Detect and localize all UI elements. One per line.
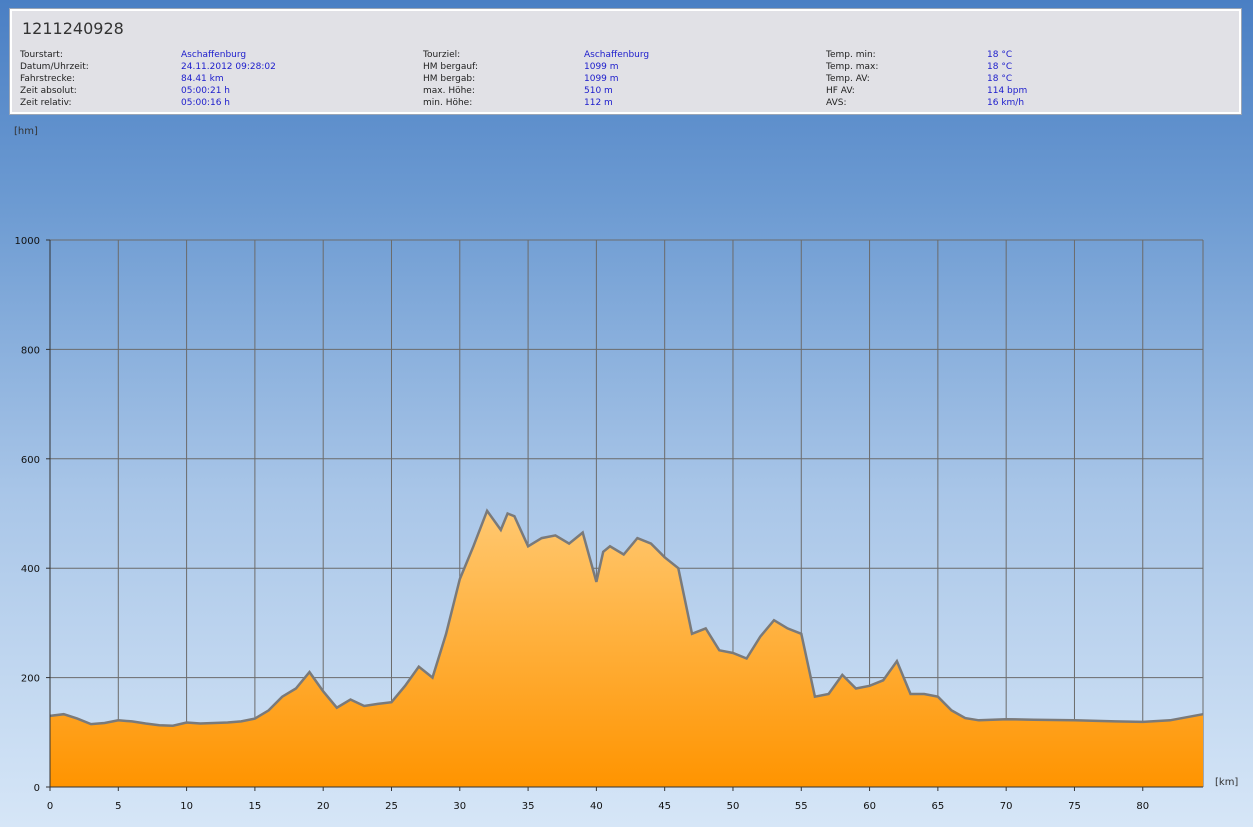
info-values-col1: Aschaffenburg 24.11.2012 09:28:02 84.41 … <box>181 49 276 109</box>
label-temp-max: Temp. max: <box>826 62 879 72</box>
label-max-hoehe: max. Höhe: <box>423 86 475 96</box>
value-fahrstrecke: 84.41 km <box>181 74 224 84</box>
value-datum-uhrzeit: 24.11.2012 09:28:02 <box>181 62 276 72</box>
tick-labels: 0 5 10 15 20 25 30 35 40 45 50 55 60 65 70 75 8002004006… <box>15 236 1150 812</box>
y-tick-label: 200 <box>21 674 40 685</box>
x-tick-label: 75 <box>1068 801 1081 812</box>
y-tick-label: 400 <box>21 564 40 575</box>
value-hm-bergauf: 1099 m <box>584 62 619 72</box>
x-tick-label: 20 <box>317 801 330 812</box>
y-tick-label: 1000 <box>15 236 40 247</box>
value-avs: 16 km/h <box>987 98 1025 108</box>
info-labels-col1: Tourstart: Datum/Uhrzeit: Fahrstrecke: Z… <box>20 49 89 109</box>
x-tick-label: 35 <box>522 801 535 812</box>
label-hf-av: HF AV: <box>826 86 855 96</box>
label-hm-bergauf: HM bergauf: <box>423 62 478 72</box>
label-avs: AVS: <box>826 98 847 108</box>
x-tick-label: 45 <box>658 801 671 812</box>
y-axis-unit-label: [hm] <box>14 126 38 137</box>
axes <box>46 239 1203 791</box>
x-tick-label: 40 <box>590 801 603 812</box>
value-tourstart: Aschaffenburg <box>181 50 247 60</box>
y-tick-label: 0 <box>34 783 40 794</box>
tour-id-title: 1211240928 <box>22 19 124 38</box>
x-tick-label: 15 <box>249 801 262 812</box>
label-hm-bergab: HM bergab: <box>423 74 476 84</box>
value-tourziel: Aschaffenburg <box>584 50 650 60</box>
x-tick-label: 65 <box>932 801 945 812</box>
info-values-col3: 18 °C 18 °C 18 °C 114 bpm 16 km/h <box>987 49 1027 109</box>
value-temp-max: 18 °C <box>987 62 1013 72</box>
label-zeit-absolut: Zeit absolut: <box>20 86 77 96</box>
x-tick-label: 0 <box>47 801 53 812</box>
y-tick-label: 600 <box>21 455 40 466</box>
x-tick-label: 80 <box>1136 801 1149 812</box>
value-hm-bergab: 1099 m <box>584 74 619 84</box>
elevation-area <box>50 510 1203 787</box>
x-tick-label: 50 <box>727 801 740 812</box>
label-datum-uhrzeit: Datum/Uhrzeit: <box>20 62 89 72</box>
x-tick-label: 30 <box>453 801 466 812</box>
x-tick-label: 10 <box>180 801 193 812</box>
x-tick-label: 70 <box>1000 801 1013 812</box>
value-zeit-absolut: 05:00:21 h <box>181 86 230 96</box>
label-zeit-relativ: Zeit relativ: <box>20 98 72 108</box>
value-temp-av: 18 °C <box>987 74 1013 84</box>
x-tick-label: 5 <box>115 801 121 812</box>
value-zeit-relativ: 05:00:16 h <box>181 98 230 108</box>
value-max-hoehe: 510 m <box>584 86 613 96</box>
x-tick-label: 25 <box>385 801 398 812</box>
label-min-hoehe: min. Höhe: <box>423 98 473 108</box>
y-tick-label: 800 <box>21 345 40 356</box>
info-values-col2: Aschaffenburg 1099 m 1099 m 510 m 112 m <box>584 49 649 109</box>
label-fahrstrecke: Fahrstrecke: <box>20 74 75 84</box>
label-temp-av: Temp. AV: <box>826 74 870 84</box>
label-tourziel: Tourziel: <box>423 50 461 60</box>
value-temp-min: 18 °C <box>987 50 1013 60</box>
value-hf-av: 114 bpm <box>987 86 1028 96</box>
label-tourstart: Tourstart: <box>20 50 63 60</box>
x-axis-unit-label: [km] <box>1215 777 1239 788</box>
elevation-line <box>49 508 1204 727</box>
tour-info-panel: 1211240928 Tourstart: Datum/Uhrzeit: Fah… <box>10 9 1241 114</box>
info-labels-col2: Tourziel: HM bergauf: HM bergab: max. Hö… <box>423 49 478 109</box>
x-tick-label: 55 <box>795 801 808 812</box>
x-tick-label: 60 <box>863 801 876 812</box>
label-temp-min: Temp. min: <box>826 50 876 60</box>
info-labels-col3: Temp. min: Temp. max: Temp. AV: HF AV: A… <box>826 49 878 109</box>
value-min-hoehe: 112 m <box>584 98 613 108</box>
